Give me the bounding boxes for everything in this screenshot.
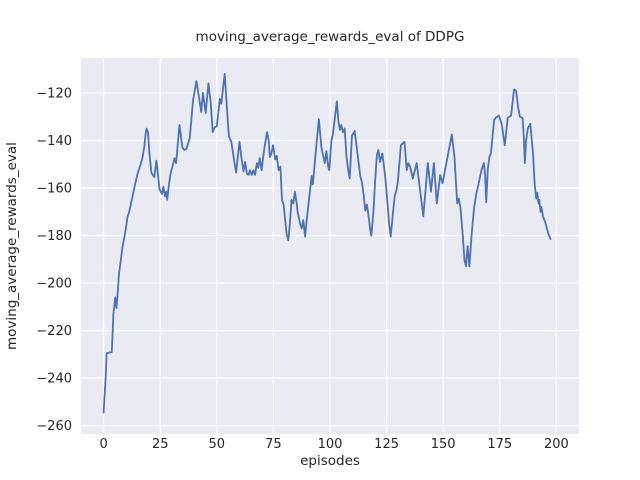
x-tick-label: 200 bbox=[544, 437, 569, 452]
x-tick-label: 25 bbox=[152, 437, 169, 452]
x-tick-label: 100 bbox=[318, 437, 343, 452]
x-tick-label: 0 bbox=[99, 437, 107, 452]
y-tick-label: −180 bbox=[36, 229, 72, 244]
y-tick-label: −240 bbox=[36, 372, 72, 387]
y-tick-label: −140 bbox=[36, 134, 72, 149]
x-tick-label: 150 bbox=[431, 437, 456, 452]
x-tick-label: 125 bbox=[374, 437, 399, 452]
y-axis-label: moving_average_rewards_eval bbox=[4, 142, 20, 350]
y-tick-label: −260 bbox=[36, 419, 72, 434]
reward-series-line bbox=[102, 73, 552, 414]
x-tick-label: 175 bbox=[487, 437, 512, 452]
y-tick-label: −200 bbox=[36, 277, 72, 292]
y-tick-label: −160 bbox=[36, 182, 72, 197]
x-axis-label: episodes bbox=[300, 453, 360, 469]
x-tick-label: 75 bbox=[265, 437, 282, 452]
x-tick-label: 50 bbox=[209, 437, 226, 452]
y-tick-label: −220 bbox=[36, 324, 72, 339]
y-tick-label: −120 bbox=[36, 86, 72, 101]
chart-title: moving_average_rewards_eval of DDPG bbox=[195, 29, 465, 45]
